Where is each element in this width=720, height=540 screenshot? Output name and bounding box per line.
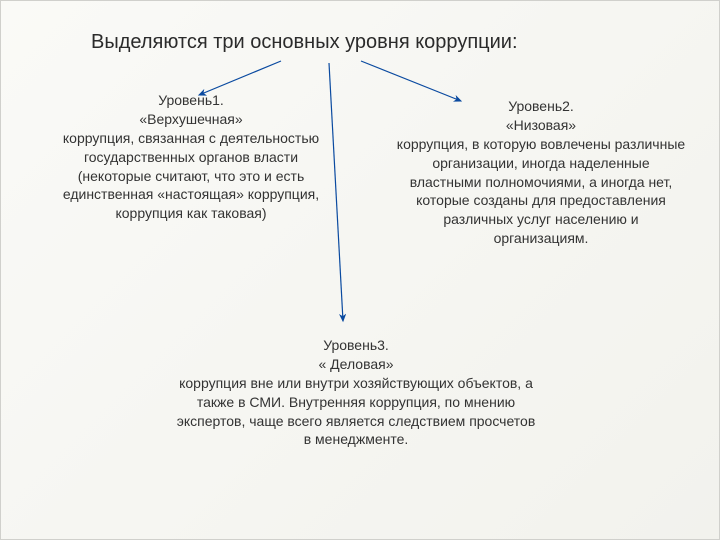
arrow-to-level3 xyxy=(329,63,343,321)
level2-head2: «Низовая» xyxy=(396,116,686,135)
level3-head2: « Деловая» xyxy=(176,355,536,374)
level3-head1: Уровень3. xyxy=(176,336,536,355)
level1-head1: Уровень1. xyxy=(51,91,331,110)
level3-body: коррупция вне или внутри хозяйствующих о… xyxy=(177,375,536,448)
level1-head2: «Верхушечная» xyxy=(51,110,331,129)
arrows-layer xyxy=(1,1,720,540)
arrow-to-level1 xyxy=(199,61,281,95)
level1-block: Уровень1. «Верхушечная» коррупция, связа… xyxy=(51,91,331,223)
level2-body: коррупция, в которую вовлечены различные… xyxy=(397,136,685,246)
arrow-to-level2 xyxy=(361,61,461,101)
page-title: Выделяются три основных уровня коррупции… xyxy=(91,31,679,54)
level3-block: Уровень3. « Деловая» коррупция вне или в… xyxy=(176,336,536,449)
level1-body: коррупция, связанная с деятельностью гос… xyxy=(63,130,319,222)
level2-block: Уровень2. «Низовая» коррупция, в которую… xyxy=(396,97,686,248)
level2-head1: Уровень2. xyxy=(396,97,686,116)
